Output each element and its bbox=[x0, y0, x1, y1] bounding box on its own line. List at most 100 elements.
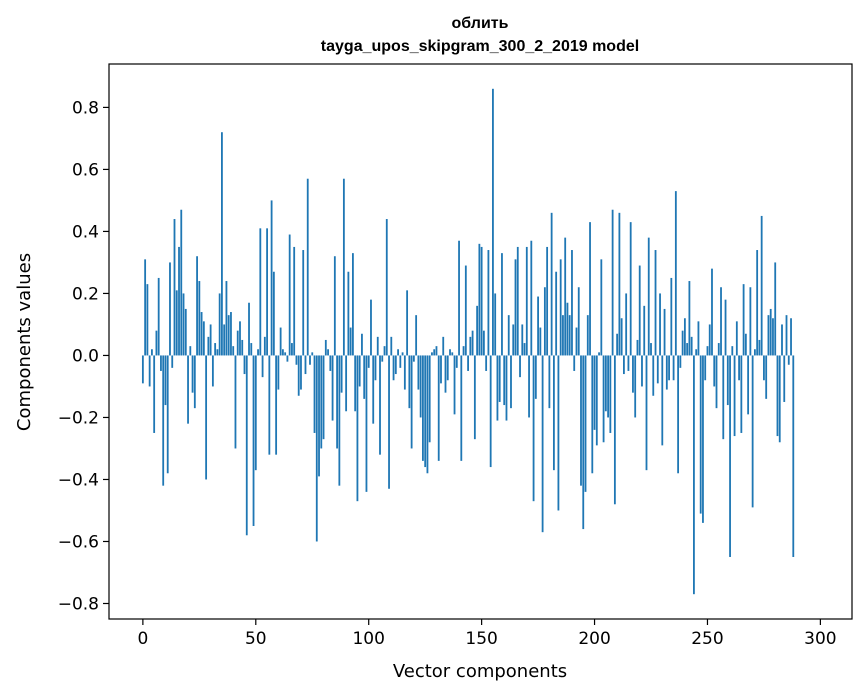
bar-83 bbox=[329, 355, 332, 371]
bar-213 bbox=[623, 355, 625, 375]
bar-206 bbox=[607, 355, 609, 418]
bar-177 bbox=[541, 355, 544, 533]
bar-159 bbox=[501, 253, 503, 356]
bar-253 bbox=[713, 355, 716, 387]
bar-240 bbox=[683, 318, 686, 356]
bar-196 bbox=[584, 355, 587, 492]
bar-143 bbox=[464, 265, 467, 356]
bar-229 bbox=[659, 293, 661, 356]
bar-199 bbox=[591, 355, 594, 474]
bar-156 bbox=[494, 293, 497, 356]
bar-34 bbox=[218, 293, 221, 356]
bar-280 bbox=[774, 262, 777, 356]
bar-32 bbox=[214, 343, 217, 356]
bar-251 bbox=[708, 324, 711, 356]
bar-224 bbox=[647, 237, 650, 356]
bar-195 bbox=[582, 355, 585, 530]
bar-47 bbox=[248, 302, 250, 356]
bars-group bbox=[141, 88, 795, 595]
bar-24 bbox=[196, 256, 198, 356]
bar-239 bbox=[681, 330, 684, 356]
bar-144 bbox=[467, 355, 469, 371]
bar-217 bbox=[632, 355, 634, 393]
bar-173 bbox=[532, 355, 535, 502]
bar-101 bbox=[370, 299, 372, 356]
bar-181 bbox=[550, 212, 553, 356]
bar-166 bbox=[516, 246, 519, 356]
x-tick-label: 0 bbox=[137, 629, 148, 649]
bar-169 bbox=[523, 343, 526, 356]
bar-189 bbox=[568, 315, 571, 356]
y-tick-label: 0.4 bbox=[72, 222, 99, 242]
bar-8 bbox=[160, 355, 162, 371]
y-axis: −0.8 −0.6 −0.4 −0.2 0.0 0.2 0.4 0.6 0.8 bbox=[58, 98, 109, 614]
bar-33 bbox=[216, 349, 219, 356]
bar-124 bbox=[422, 355, 424, 461]
bar-140 bbox=[458, 240, 460, 356]
bar-80 bbox=[322, 355, 325, 440]
bar-25 bbox=[198, 281, 201, 356]
bar-122 bbox=[417, 355, 420, 390]
bar-286 bbox=[787, 355, 790, 365]
bar-66 bbox=[291, 343, 293, 356]
bar-94 bbox=[354, 355, 357, 412]
bar-276 bbox=[765, 355, 768, 399]
bar-59 bbox=[275, 355, 278, 455]
bar-161 bbox=[505, 355, 508, 421]
bar-214 bbox=[625, 293, 628, 356]
bar-261 bbox=[731, 346, 734, 356]
y-tick-label: −0.8 bbox=[58, 594, 99, 614]
bar-96 bbox=[358, 355, 361, 387]
bar-151 bbox=[482, 330, 485, 356]
bar-76 bbox=[313, 355, 316, 433]
bar-234 bbox=[670, 277, 673, 356]
bar-9 bbox=[162, 355, 165, 486]
bar-11 bbox=[166, 355, 169, 474]
bar-211 bbox=[618, 212, 621, 356]
bar-208 bbox=[611, 209, 614, 356]
bar-263 bbox=[735, 321, 738, 356]
bar-105 bbox=[379, 355, 381, 455]
bar-10 bbox=[164, 355, 167, 406]
bar-113 bbox=[397, 349, 399, 356]
bar-141 bbox=[460, 355, 463, 461]
bar-20 bbox=[187, 355, 189, 424]
bar-172 bbox=[530, 240, 533, 356]
bar-167 bbox=[519, 355, 521, 378]
bar-226 bbox=[652, 355, 655, 396]
bar-192 bbox=[575, 327, 578, 356]
bar-106 bbox=[381, 355, 384, 362]
bar-95 bbox=[356, 355, 359, 502]
x-tick-label: 100 bbox=[352, 629, 384, 649]
bar-29 bbox=[207, 336, 210, 356]
bar-150 bbox=[480, 246, 483, 356]
bar-16 bbox=[178, 246, 180, 356]
bar-241 bbox=[686, 343, 689, 356]
x-tick-label: 200 bbox=[578, 629, 610, 649]
y-tick-label: −0.2 bbox=[58, 408, 99, 428]
bar-51 bbox=[257, 349, 259, 356]
bar-223 bbox=[645, 355, 648, 471]
bar-108 bbox=[385, 219, 388, 356]
bar-284 bbox=[783, 355, 786, 402]
bar-58 bbox=[272, 271, 275, 356]
bar-23 bbox=[193, 355, 196, 409]
bar-119 bbox=[410, 355, 413, 449]
x-tick-label: 250 bbox=[691, 629, 723, 649]
bar-71 bbox=[302, 250, 305, 356]
bar-45 bbox=[243, 355, 246, 375]
bar-86 bbox=[336, 355, 338, 449]
bar-26 bbox=[200, 312, 203, 356]
bar-200 bbox=[593, 355, 596, 430]
bar-78 bbox=[318, 355, 320, 477]
bar-134 bbox=[444, 355, 447, 393]
bar-43 bbox=[239, 321, 241, 356]
bar-246 bbox=[697, 321, 700, 356]
bar-219 bbox=[636, 339, 639, 356]
bar-7 bbox=[157, 277, 160, 356]
chart-title-line2: tayga_upos_skipgram_300_2_2019 model bbox=[321, 38, 639, 55]
bar-278 bbox=[769, 308, 772, 356]
bar-13 bbox=[171, 355, 174, 368]
bar-53 bbox=[261, 355, 264, 378]
bar-69 bbox=[297, 355, 300, 396]
